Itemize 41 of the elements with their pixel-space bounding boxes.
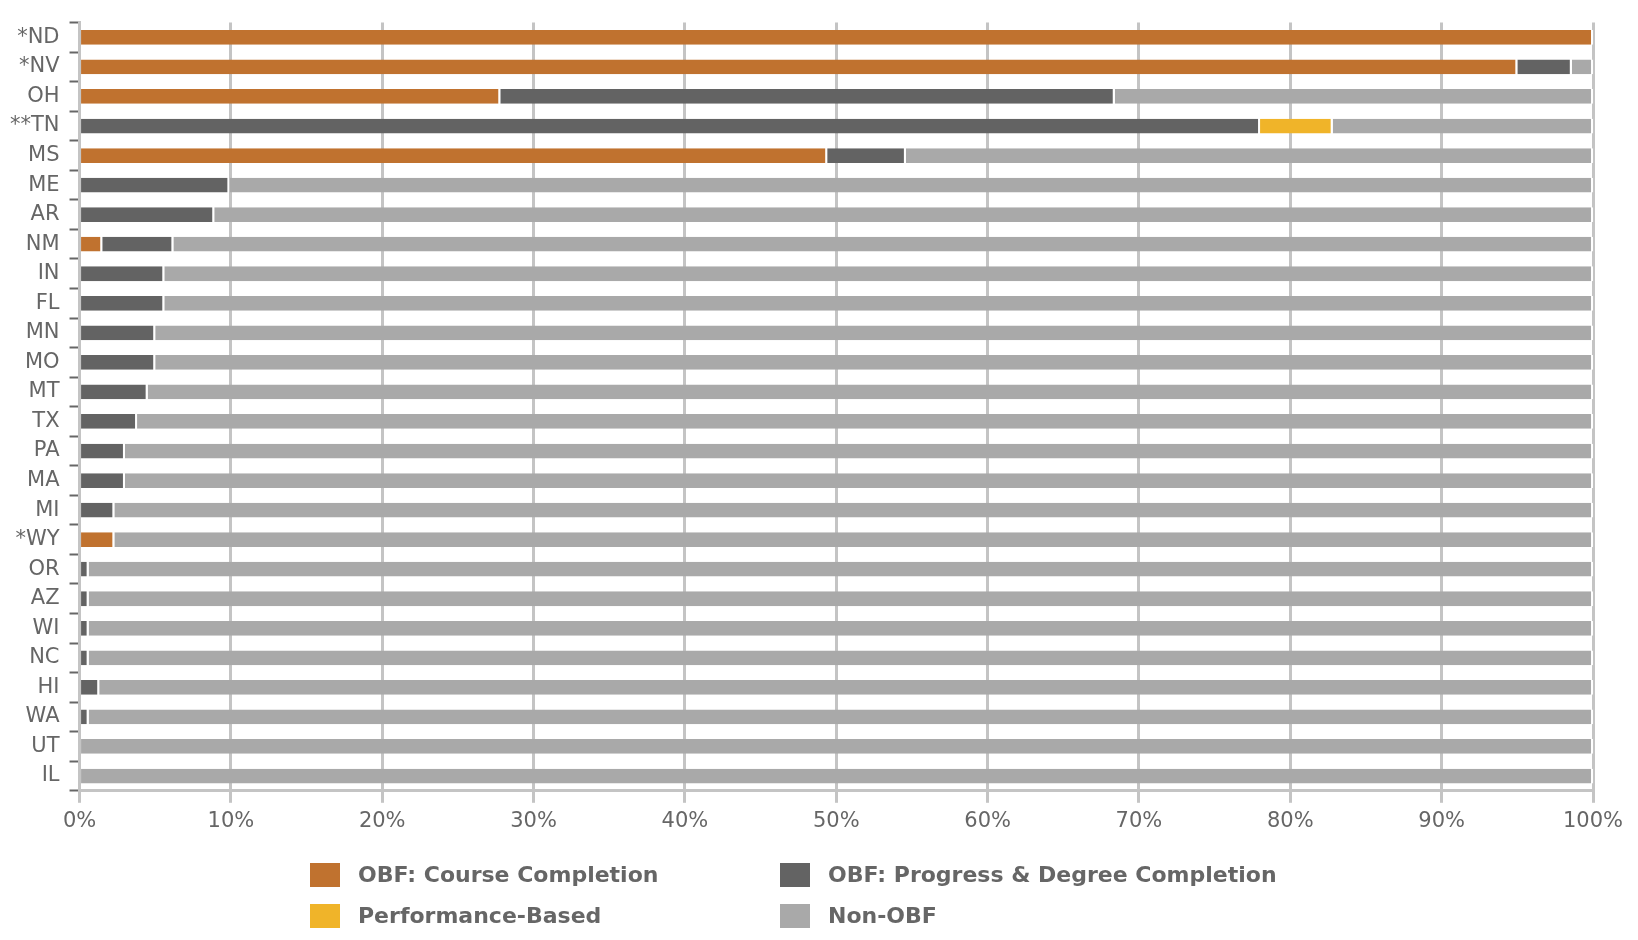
x-tick-label: 100% bbox=[1562, 807, 1624, 832]
legend-label: OBF: Progress & Degree Completion bbox=[828, 862, 1277, 887]
x-tick-label: 40% bbox=[661, 807, 709, 832]
y-tick-label: **TN bbox=[9, 112, 60, 137]
y-tick-label: IL bbox=[41, 762, 60, 787]
x-tick-label: 80% bbox=[1266, 807, 1314, 832]
legend-label: OBF: Course Completion bbox=[358, 862, 659, 887]
x-tick-label: 20% bbox=[358, 807, 406, 832]
y-tick-label: ME bbox=[28, 171, 60, 196]
y-tick-label: *ND bbox=[17, 23, 60, 48]
y-tick-label: UT bbox=[31, 732, 60, 757]
y-tick-label: *WY bbox=[15, 526, 60, 551]
legend-label: Performance-Based bbox=[358, 903, 602, 928]
y-tick-label: OR bbox=[28, 555, 60, 580]
y-tick-label: MS bbox=[28, 142, 60, 167]
y-tick-label: AR bbox=[30, 201, 60, 226]
y-tick-label: MA bbox=[27, 467, 61, 492]
x-tick-label: 90% bbox=[1418, 807, 1465, 832]
x-tick-label: 0% bbox=[62, 807, 97, 832]
x-tick-label: 60% bbox=[964, 807, 1011, 832]
y-tick-label: WI bbox=[32, 614, 60, 639]
y-tick-label: FL bbox=[35, 289, 60, 314]
y-tick-label: MT bbox=[28, 378, 60, 403]
y-tick-label: MN bbox=[25, 319, 60, 344]
y-tick-label: PA bbox=[33, 437, 61, 462]
y-tick-label: *NV bbox=[18, 53, 61, 78]
y-tick-label: HI bbox=[37, 673, 60, 698]
legend-label: Non-OBF bbox=[828, 903, 937, 928]
y-tick-label: MI bbox=[35, 496, 60, 521]
x-tick-label: 70% bbox=[1115, 807, 1163, 832]
y-tick-label: OH bbox=[27, 82, 60, 107]
y-tick-label: MO bbox=[24, 348, 60, 373]
x-tick-label: 10% bbox=[207, 807, 255, 832]
y-tick-label: WA bbox=[25, 703, 61, 728]
y-tick-label: NM bbox=[25, 230, 60, 255]
y-tick-label: NC bbox=[29, 644, 60, 669]
x-tick-label: 50% bbox=[812, 807, 860, 832]
y-tick-label: IN bbox=[37, 260, 60, 285]
y-tick-label: TX bbox=[31, 407, 60, 432]
x-tick-label: 30% bbox=[510, 807, 557, 832]
y-tick-label: AZ bbox=[30, 585, 60, 610]
